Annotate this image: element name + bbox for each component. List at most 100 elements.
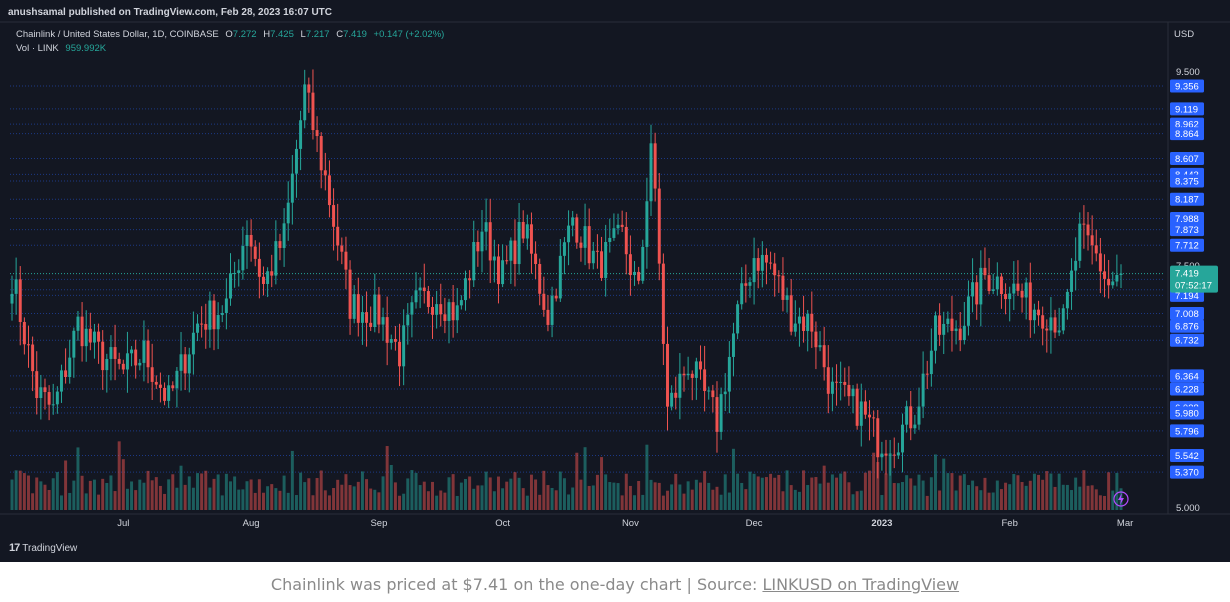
- volume-bar: [525, 495, 529, 510]
- volume-bar: [645, 444, 649, 510]
- volume-bar: [68, 492, 72, 510]
- volume-bar: [332, 487, 336, 510]
- candle-body: [538, 264, 542, 294]
- volume-bar: [1094, 489, 1098, 510]
- volume-bar: [534, 479, 538, 510]
- candle-body: [781, 275, 785, 300]
- x-tick-label: Jul: [117, 518, 129, 529]
- volume-bar: [414, 472, 418, 510]
- candle-body: [938, 315, 942, 335]
- volume-bar: [92, 479, 96, 510]
- volume-bar: [245, 481, 249, 510]
- volume-bar: [1070, 490, 1074, 510]
- volume-bar: [1107, 472, 1111, 510]
- candle-body: [14, 279, 18, 294]
- volume-bar: [266, 486, 270, 510]
- candle-body: [200, 323, 204, 325]
- candle-body: [971, 282, 975, 297]
- volume-bar: [657, 482, 661, 510]
- candle-body: [591, 250, 595, 264]
- candle-body: [1024, 282, 1028, 298]
- volume-bar: [925, 495, 929, 510]
- volume-bar: [435, 495, 439, 510]
- volume-bar: [521, 488, 525, 510]
- candle-body: [1041, 315, 1045, 329]
- candle-body: [802, 316, 806, 331]
- candle-body: [311, 92, 315, 131]
- candle-body: [756, 258, 760, 271]
- candle-body: [1094, 245, 1098, 254]
- candle-body: [637, 271, 641, 281]
- candle-body: [51, 404, 55, 406]
- volume-bar: [447, 477, 451, 510]
- low-value: 7.217: [305, 29, 330, 40]
- candle-body: [534, 253, 538, 265]
- candle-body: [649, 143, 653, 202]
- candle-body: [600, 251, 604, 278]
- volume-bar: [933, 454, 937, 510]
- candle-body: [59, 370, 63, 392]
- candle-body: [72, 330, 76, 358]
- price-level-tag: 7.008: [1170, 306, 1204, 320]
- volume-bar: [187, 476, 191, 510]
- volume-bar: [426, 491, 430, 510]
- candle-body: [942, 323, 946, 335]
- candle-body: [748, 282, 752, 286]
- volume-bar: [319, 470, 323, 510]
- candle-body: [1082, 223, 1086, 225]
- candle-body: [839, 381, 843, 383]
- volume-bar: [1045, 471, 1049, 510]
- volume-bar: [546, 485, 550, 510]
- volume-bar: [365, 479, 369, 510]
- candle-body: [752, 258, 756, 283]
- volume-bar: [905, 475, 909, 510]
- source-link[interactable]: LINKUSD on TradingView: [762, 575, 960, 594]
- volume-bar: [290, 450, 294, 510]
- volume-bar: [237, 489, 241, 510]
- volume-bar: [509, 478, 513, 510]
- volume-bar: [348, 485, 352, 510]
- candle-body: [624, 226, 628, 255]
- candle-body: [958, 328, 962, 341]
- tradingview-brand[interactable]: 17 TradingView: [9, 542, 77, 554]
- candle-body: [402, 325, 406, 367]
- price-level-tag-label: 6.876: [1175, 322, 1199, 333]
- candle-body: [929, 350, 933, 375]
- candle-body: [229, 273, 232, 299]
- volume-bar: [307, 478, 311, 510]
- price-level-tag-bg: [1170, 406, 1204, 420]
- volume-bar: [241, 489, 245, 510]
- candle-body: [550, 295, 554, 325]
- candle-body: [946, 318, 950, 324]
- candle-body: [484, 222, 488, 232]
- candle-body: [785, 295, 789, 300]
- price-level-lines: [0, 21, 1230, 515]
- volume-bar: [756, 476, 760, 510]
- volume-bar: [105, 482, 109, 510]
- volume-bar: [183, 484, 187, 510]
- volume-bar: [995, 480, 999, 510]
- volume-bar: [975, 486, 979, 510]
- volume-bar: [55, 472, 59, 510]
- volume-bar: [628, 485, 632, 510]
- candle-body: [385, 317, 389, 343]
- candle-body: [686, 373, 690, 376]
- volume-bar: [835, 477, 839, 510]
- candle-body: [810, 313, 814, 332]
- volume-bar: [220, 495, 224, 510]
- candle-body: [464, 278, 467, 301]
- candle-body: [435, 304, 439, 315]
- volume-bar: [468, 476, 472, 510]
- candle-body: [760, 254, 764, 271]
- candle-body: [422, 287, 426, 292]
- volume-bar: [942, 458, 946, 510]
- price-level-tag-label: 5.542: [1175, 451, 1199, 462]
- candle-body: [1107, 278, 1111, 286]
- volume-bar: [64, 460, 68, 510]
- volume-bar: [938, 490, 942, 510]
- candle-body: [1086, 224, 1090, 236]
- candle-body: [146, 340, 150, 368]
- candle-body: [872, 417, 876, 419]
- candle-body: [657, 188, 661, 264]
- candlestick-chart[interactable]: USD9.5007.5005.0009.3569.1198.9628.8648.…: [0, 0, 1230, 562]
